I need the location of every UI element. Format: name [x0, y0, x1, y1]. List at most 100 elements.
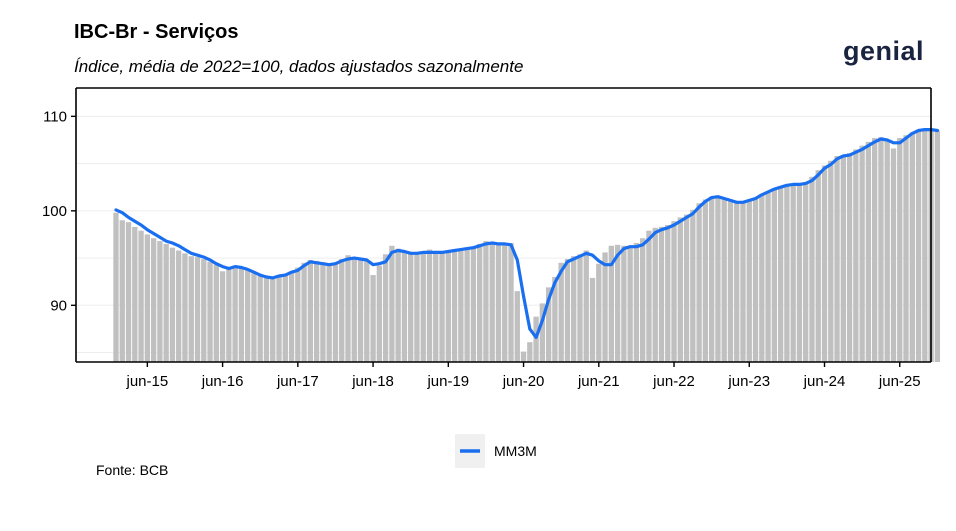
bar [426, 249, 433, 362]
bar [213, 264, 219, 362]
y-tick-label: 90 [50, 297, 67, 314]
bar [621, 245, 627, 362]
mm3m-line [114, 128, 940, 339]
bar [282, 274, 288, 362]
x-tick-label: jun-22 [652, 373, 695, 390]
x-tick-label: jun-20 [502, 373, 545, 390]
bar [909, 132, 915, 362]
bar [614, 244, 621, 362]
bar [433, 252, 439, 362]
bar [734, 203, 740, 362]
bar [508, 242, 514, 362]
x-tick-label: jun-19 [426, 373, 469, 390]
bar [113, 212, 119, 362]
bar [915, 129, 922, 362]
bar [138, 230, 144, 362]
bar [527, 342, 533, 362]
bar [589, 277, 596, 362]
bar [803, 182, 809, 362]
y-tick-label: 110 [43, 108, 67, 125]
bar [470, 246, 477, 362]
bar [752, 197, 759, 362]
legend: MM3M [455, 434, 537, 468]
bar [376, 265, 383, 362]
bar [828, 160, 834, 362]
bar [232, 266, 238, 362]
x-tick-label: jun-16 [201, 373, 244, 390]
bar [458, 248, 464, 362]
bar [796, 185, 803, 362]
bar [150, 238, 157, 362]
bar [163, 243, 169, 362]
bar [859, 145, 865, 362]
bar [721, 199, 727, 362]
bar [702, 199, 709, 362]
x-tick-label: jun-24 [803, 373, 846, 390]
x-tick-label: jun-17 [276, 373, 319, 390]
bar [451, 249, 458, 362]
bar [257, 276, 263, 362]
bar [658, 226, 665, 362]
bar [332, 262, 339, 362]
bar [552, 276, 558, 362]
bar [345, 255, 351, 362]
x-tick-label: jun-25 [878, 373, 921, 390]
bar [922, 130, 928, 362]
bar [464, 247, 470, 362]
bar [790, 184, 796, 362]
bar [759, 194, 765, 362]
bar [727, 201, 734, 362]
bar [746, 200, 752, 362]
bar [245, 269, 251, 362]
bar [395, 248, 401, 362]
bar [276, 276, 282, 362]
bar [696, 203, 702, 362]
bar [357, 258, 364, 362]
bar [382, 254, 389, 362]
bar [740, 202, 746, 362]
y-tick-label: 100 [42, 203, 67, 220]
bar [201, 259, 207, 362]
bar [238, 267, 245, 362]
bar [313, 260, 320, 362]
bar [144, 234, 151, 362]
bar [571, 256, 577, 362]
bar [533, 316, 539, 362]
bar [633, 242, 640, 362]
bar [821, 165, 828, 362]
bar [708, 196, 715, 362]
bar [251, 273, 257, 362]
bar [219, 271, 226, 362]
bar [364, 259, 370, 362]
source-note: Fonte: BCB [96, 462, 169, 478]
bar [520, 351, 527, 362]
bar [401, 251, 408, 362]
bar [270, 277, 276, 362]
bar [784, 184, 790, 362]
bar [865, 141, 872, 362]
bar [408, 253, 414, 362]
bar [690, 209, 696, 362]
bar [583, 250, 589, 362]
x-tick-label: jun-23 [727, 373, 770, 390]
bar [539, 303, 546, 362]
bar [677, 217, 683, 362]
bar [483, 241, 489, 362]
bar [169, 247, 176, 362]
bar [878, 137, 884, 362]
x-tick-label: jun-15 [125, 373, 168, 390]
bar [326, 264, 332, 362]
bar [884, 140, 890, 362]
bar [872, 138, 878, 362]
line-series [114, 128, 940, 339]
bar-series [113, 129, 941, 362]
bar [420, 251, 426, 362]
bar [125, 222, 132, 362]
bar [320, 262, 326, 362]
bar [263, 277, 270, 362]
genial-logo: genial [843, 36, 925, 66]
bar [132, 226, 138, 362]
bar [834, 156, 840, 362]
bar [577, 254, 583, 362]
bar [389, 245, 395, 362]
